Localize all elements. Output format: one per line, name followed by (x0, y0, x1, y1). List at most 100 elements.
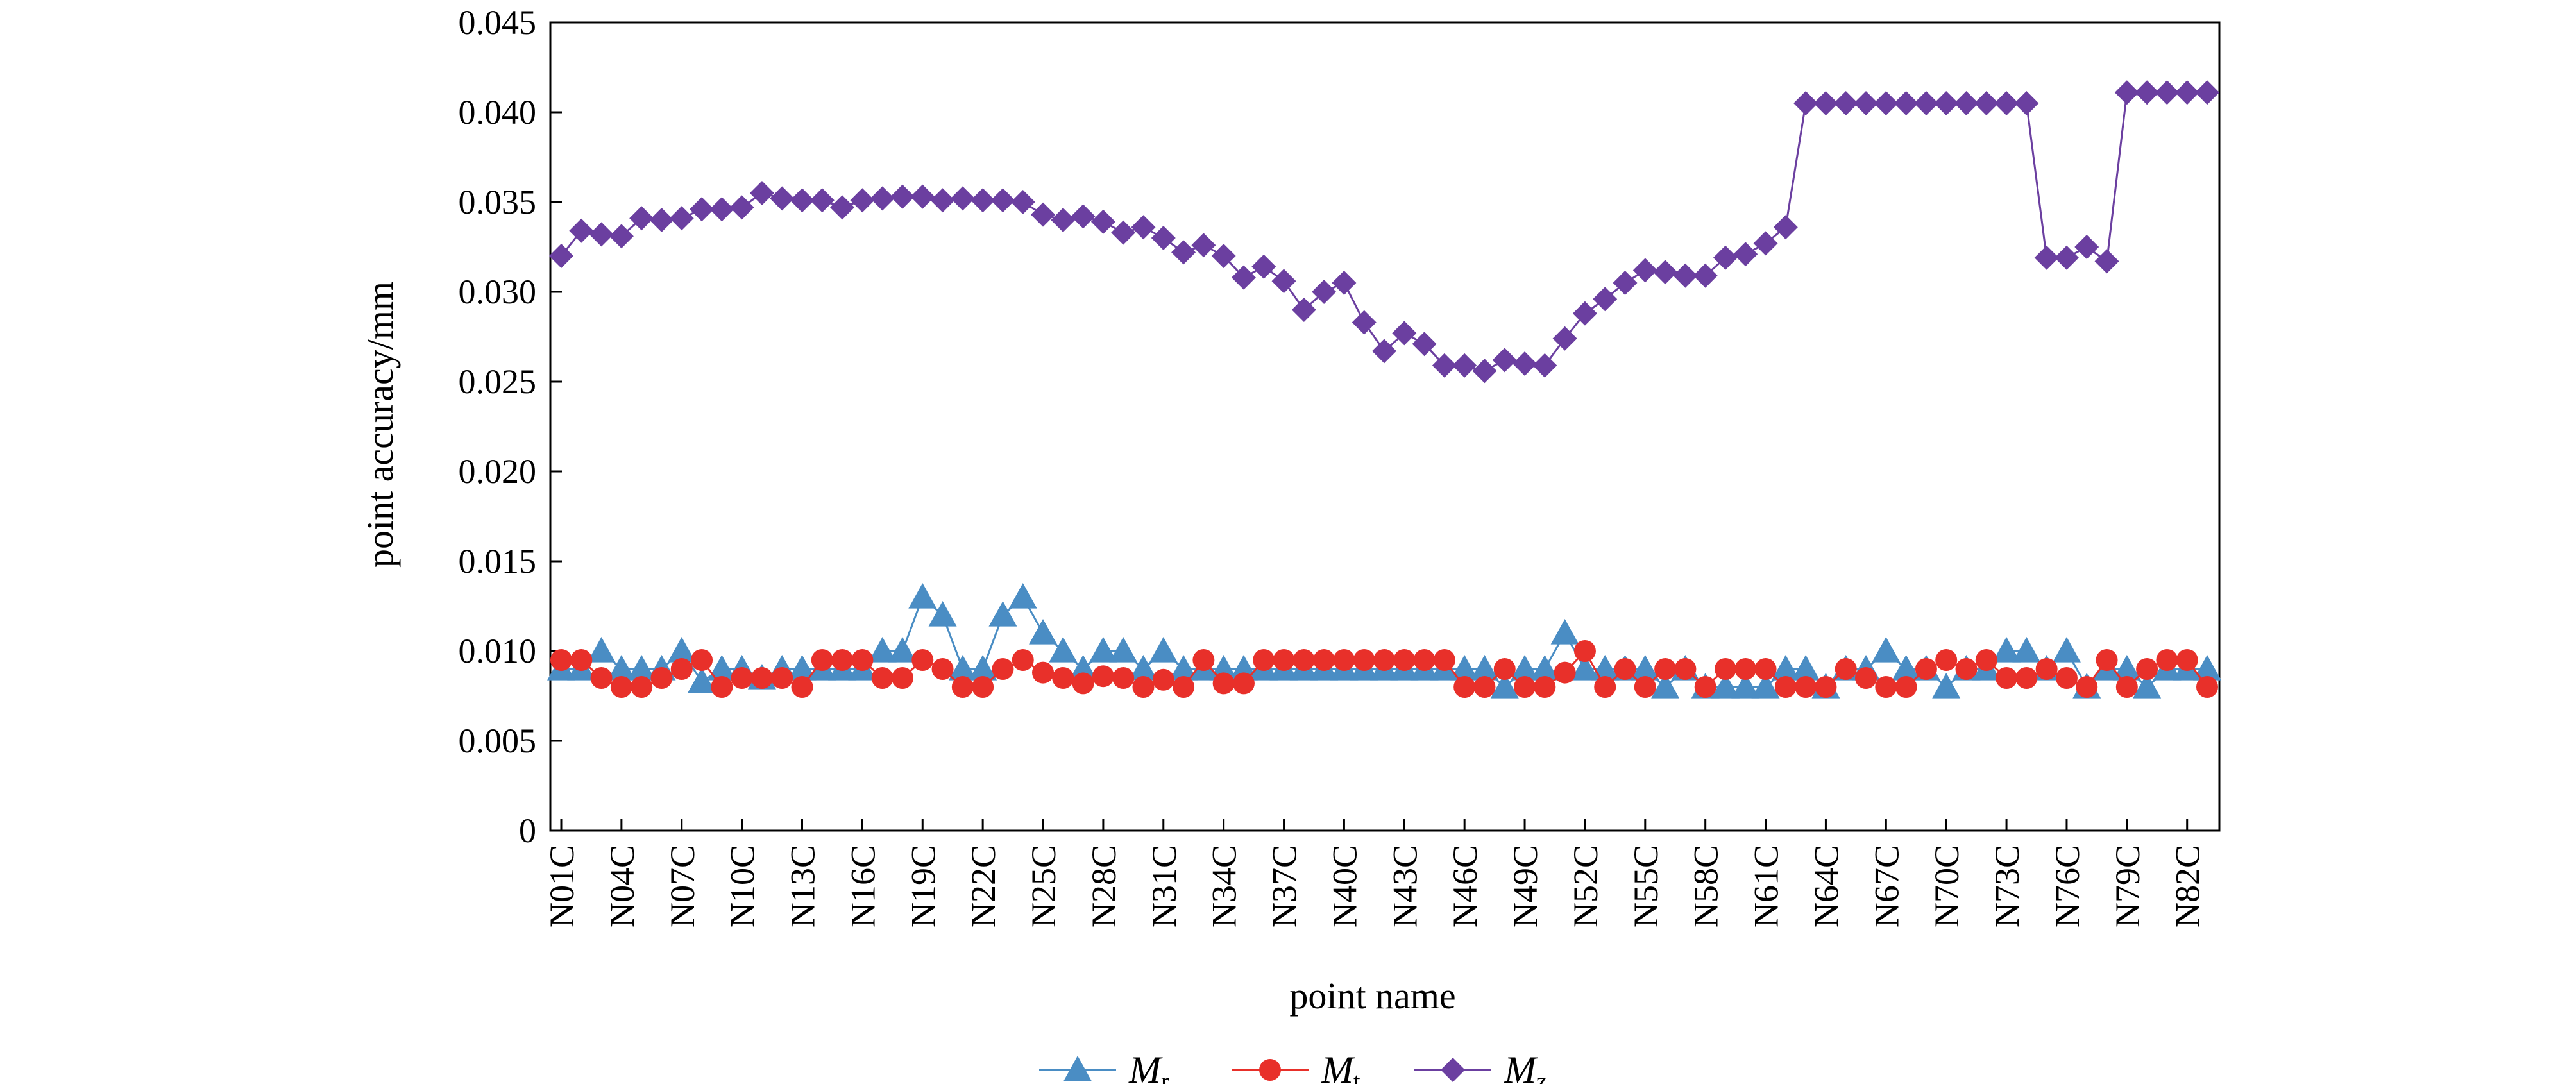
y-tick-label: 0.025 (459, 362, 537, 401)
data-point-Mz (809, 188, 835, 213)
data-point-Mt (1072, 672, 1094, 695)
x-tick-label: N76C (2048, 845, 2087, 927)
data-point-Mz (1854, 91, 1879, 115)
x-tick-label: N31C (1145, 845, 1183, 927)
x-tick-label: N16C (843, 845, 882, 927)
data-point-Mz (1452, 353, 1477, 378)
legend-marker-circle (1259, 1059, 1281, 1081)
data-point-Mz (649, 208, 674, 232)
data-point-Mz (1894, 91, 1919, 115)
data-point-Mt (1313, 649, 1335, 671)
data-point-Mt (1212, 672, 1235, 695)
y-tick-label: 0.040 (459, 93, 537, 131)
data-point-Mz (709, 197, 734, 222)
data-point-Mz (1994, 91, 2019, 115)
data-point-Mr (1872, 637, 1901, 663)
data-point-Mr (1792, 655, 1820, 681)
data-point-Mr (1490, 673, 1519, 699)
data-point-Mz (1572, 301, 1597, 326)
x-tick-label: N82C (2169, 845, 2207, 927)
data-point-Mr (928, 601, 957, 627)
data-point-Mr (969, 655, 997, 681)
data-point-Mt (1674, 658, 1697, 680)
data-point-Mr (1751, 673, 1780, 699)
data-point-Mr (587, 637, 616, 663)
data-point-Mz (1010, 190, 1035, 214)
data-point-Mz (1813, 91, 1838, 115)
data-point-Mt (1393, 649, 1416, 671)
data-point-Mt (1413, 649, 1436, 671)
data-point-Mt (1534, 676, 1556, 698)
data-point-Mr (2052, 637, 2081, 663)
data-point-Mt (2176, 649, 2198, 671)
y-tick-label: 0.020 (459, 452, 537, 491)
data-point-Mt (972, 676, 994, 698)
data-point-Mr (1129, 655, 1158, 681)
data-point-Mt (1875, 676, 1897, 698)
data-point-Mt (2035, 658, 2058, 680)
data-point-Mz (1251, 254, 1276, 279)
x-tick-label: N58C (1687, 845, 1725, 927)
data-point-Mr (1530, 655, 1559, 681)
data-point-Mt (1353, 649, 1375, 671)
data-point-Mz (1913, 91, 1938, 115)
y-tick-label: 0.010 (459, 632, 537, 670)
x-tick-label: N55C (1627, 845, 1665, 927)
series-Mt (550, 640, 2218, 698)
data-point-Mt (1855, 667, 1877, 689)
data-point-Mr (1470, 655, 1499, 681)
data-point-Mz (2014, 91, 2039, 115)
data-point-Mz (890, 184, 915, 209)
data-point-Mz (770, 186, 795, 211)
data-point-Mt (2055, 667, 2078, 689)
data-point-Mz (1151, 226, 1176, 250)
x-tick-label: N37C (1266, 845, 1304, 927)
data-point-Mz (1090, 209, 1115, 234)
data-point-Mr (688, 667, 716, 693)
data-point-Mt (1052, 667, 1074, 689)
legend-label: Mz (1504, 1049, 1547, 1084)
data-point-Mz (1513, 351, 1538, 376)
data-point-Mt (1554, 661, 1576, 684)
x-tick-label: N28C (1085, 845, 1123, 927)
x-tick-label: N07C (663, 845, 702, 927)
data-point-Mt (610, 676, 632, 698)
data-point-Mt (1132, 676, 1155, 698)
data-point-Mz (1171, 240, 1196, 265)
data-point-Mt (951, 676, 974, 698)
series-Mz (549, 80, 2219, 384)
data-point-Mr (1049, 637, 1078, 663)
data-point-Mr (2133, 673, 2162, 699)
legend-label-main: M (1504, 1049, 1538, 1084)
data-point-Mt (2115, 676, 2138, 698)
data-point-Mz (1874, 91, 1899, 115)
data-point-Mr (1771, 655, 1800, 681)
data-point-Mt (2136, 658, 2158, 680)
x-tick-label: N40C (1325, 845, 1364, 927)
data-point-Mt (1614, 658, 1636, 680)
data-point-Mr (1992, 637, 2021, 663)
data-point-Mz (970, 188, 996, 213)
legend-label-subscript: t (1353, 1068, 1360, 1084)
data-point-Mt (1333, 649, 1355, 671)
data-point-Mz (1653, 260, 1678, 285)
data-point-Mz (2094, 249, 2119, 274)
data-point-Mz (1392, 321, 1417, 346)
data-point-Mz (850, 188, 875, 213)
data-point-Mr (1932, 673, 1961, 699)
y-axis-title: point accuracy/mm (359, 282, 401, 568)
data-point-Mt (1935, 649, 1958, 671)
data-point-Mt (1634, 676, 1656, 698)
plot-frame (549, 21, 2221, 832)
data-point-Mz (1613, 271, 1638, 295)
data-point-Mz (729, 195, 754, 220)
data-point-Mz (1934, 91, 1959, 115)
data-point-Mr (1550, 619, 1579, 645)
data-point-Mz (1332, 271, 1357, 295)
data-point-Mz (1753, 231, 1778, 256)
data-point-Mz (2114, 80, 2139, 105)
data-point-Mz (1372, 339, 1396, 364)
data-point-Mt (1714, 658, 1736, 680)
data-point-Mr (888, 637, 917, 663)
